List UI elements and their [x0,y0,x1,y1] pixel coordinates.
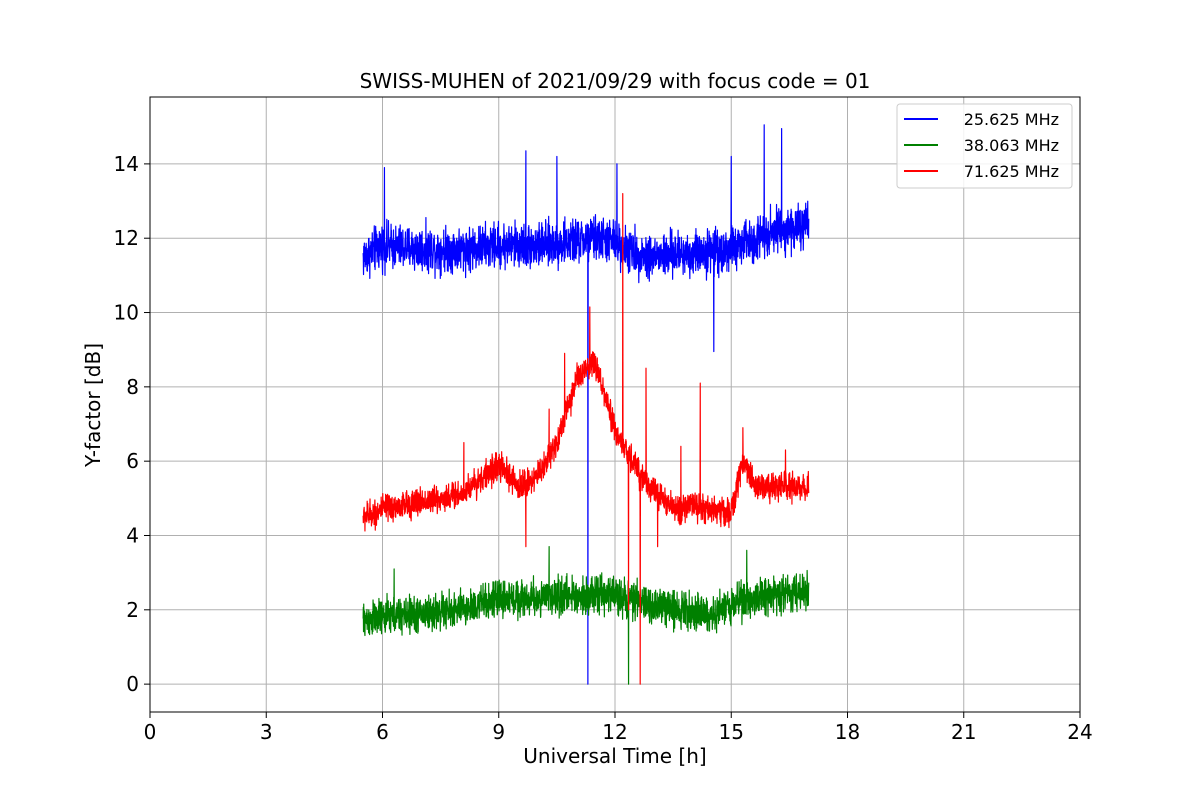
x-tick-label: 9 [492,720,505,744]
legend-label: 71.625 MHz [964,162,1059,181]
y-tick-label: 12 [114,226,139,250]
series-line [362,124,810,685]
x-tick-label: 18 [835,720,860,744]
x-tick-label: 24 [1067,720,1092,744]
series-line [362,546,810,685]
chart-title: SWISS-MUHEN of 2021/09/29 with focus cod… [360,69,871,93]
grid [149,97,1081,712]
y-tick-label: 10 [114,301,139,325]
x-tick-label: 0 [144,720,157,744]
legend-box [896,103,1073,189]
x-tick-label: 15 [719,720,744,744]
x-tick-label: 12 [602,720,627,744]
x-axis-label: Universal Time [h] [523,744,706,768]
y-tick-label: 4 [126,523,139,547]
y-tick-label: 14 [114,152,139,176]
legend: 25.625 MHz 38.063 MHz 71.625 MHz [896,103,1073,189]
y-axis-label: Y-factor [dB] [81,343,105,468]
y-tick-label: 6 [126,449,139,473]
series-layer [362,124,810,685]
x-tick-label: 21 [951,720,976,744]
series-line [362,193,810,685]
x-tick-label: 6 [376,720,389,744]
x-tick-label: 3 [260,720,273,744]
y-tick-label: 0 [126,672,139,696]
y-tick-label: 8 [126,375,139,399]
legend-label: 38.063 MHz [964,136,1059,155]
y-tick-label: 2 [126,598,139,622]
legend-label: 25.625 MHz [964,110,1059,129]
